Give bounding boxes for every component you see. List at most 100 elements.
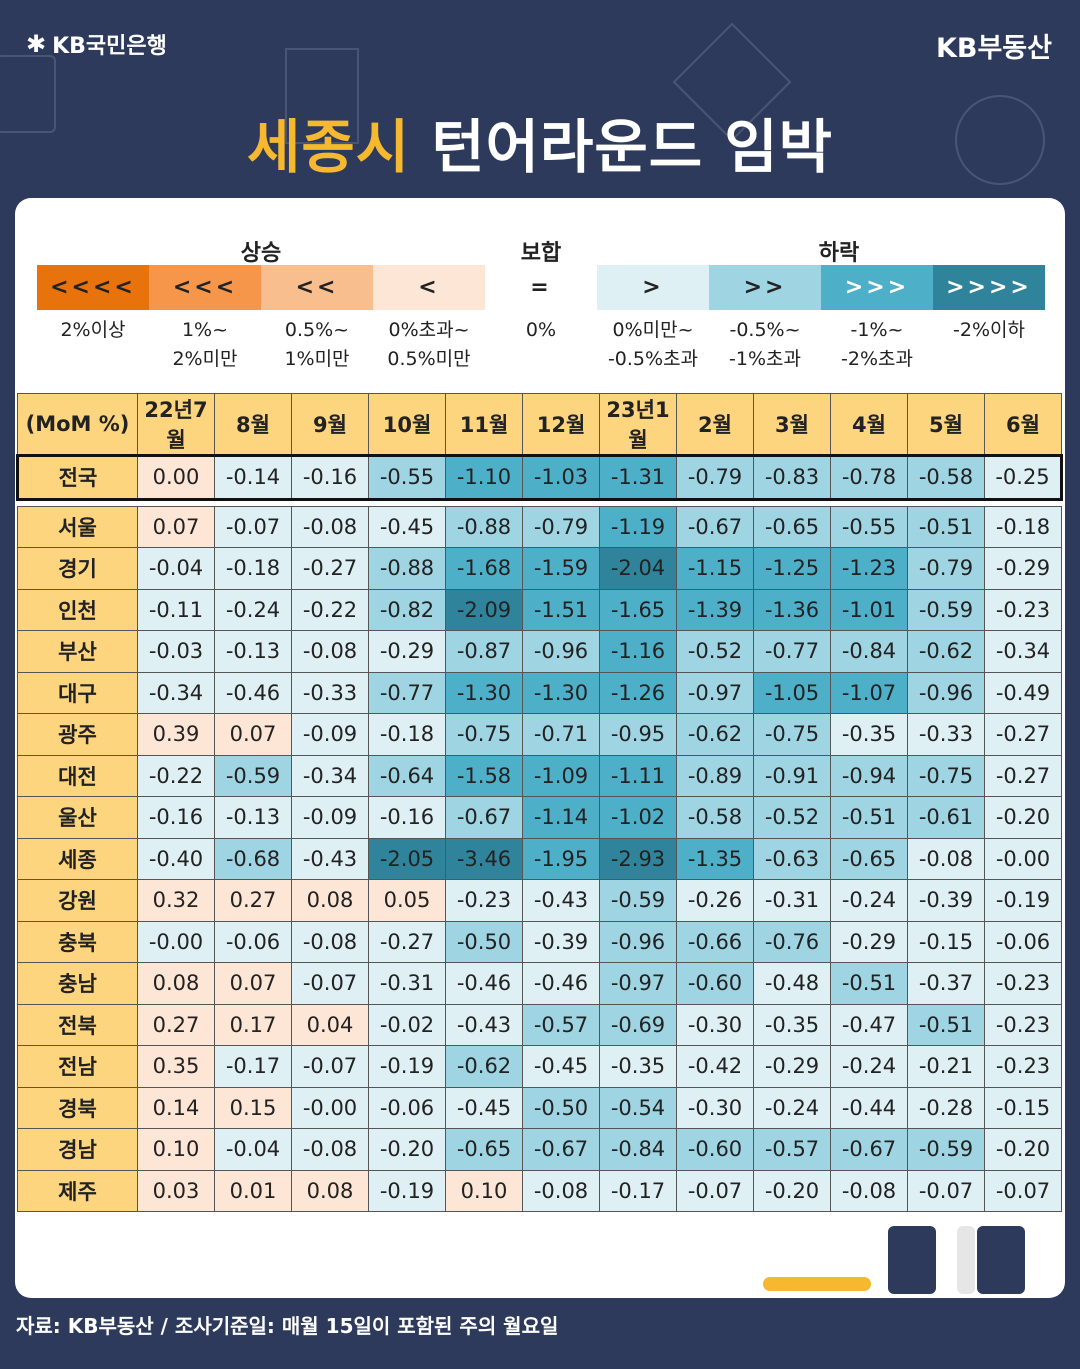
region-label: 경기	[17, 547, 138, 590]
value-cell: -0.91	[753, 754, 831, 797]
value-cell: -1.02	[599, 796, 677, 839]
value-cell: -0.62	[445, 1045, 523, 1088]
value-cell: -0.00	[984, 837, 1062, 880]
value-cell: -0.84	[599, 1128, 677, 1171]
column-header: 8월	[214, 393, 292, 456]
value-cell: -0.16	[137, 796, 215, 839]
value-cell: -0.44	[830, 1086, 908, 1129]
legend-group-fall: 하락	[818, 241, 860, 266]
table-header-row: (MoM %) 22년7월 8월 9월 10월 11월 12월 23년1월 2월 3월 4월 5월 6월	[17, 393, 1062, 456]
value-cell: -0.42	[676, 1045, 754, 1088]
table-row: 전북 0.27 0.17 0.04 -0.02 -0.43 -0.57 -0.69 -0.30-…	[17, 1003, 1062, 1046]
value-cell: -0.16	[291, 454, 369, 501]
value-cell: -0.39	[522, 920, 600, 963]
value-cell: -0.58	[676, 796, 754, 839]
value-cell: -0.17	[214, 1045, 292, 1088]
table-row: 경남 0.10 -0.04 -0.08 -0.20 -0.65 -0.67 -0.84 -0.6…	[17, 1128, 1062, 1171]
value-cell: -0.20	[753, 1169, 831, 1212]
value-cell: -0.79	[522, 505, 600, 548]
value-cell: -0.06	[368, 1086, 446, 1129]
value-cell: -0.04	[214, 1128, 292, 1171]
value-cell: -0.51	[907, 1003, 985, 1046]
brand-label: KB부동산	[935, 33, 1052, 64]
value-cell: -0.23	[445, 879, 523, 922]
value-cell: -1.23	[830, 547, 908, 590]
value-cell: -0.79	[676, 454, 754, 501]
legend-caption: -2%이하	[953, 319, 1025, 341]
value-cell: -0.45	[368, 505, 446, 548]
value-cell: -0.08	[291, 505, 369, 548]
value-cell: -0.97	[676, 671, 754, 714]
column-header: 12월	[522, 393, 600, 456]
value-cell: -1.30	[522, 671, 600, 714]
value-cell: -0.71	[522, 713, 600, 756]
value-cell: -0.25	[984, 454, 1063, 501]
value-cell: -0.39	[907, 879, 985, 922]
value-cell: -1.35	[676, 837, 754, 880]
value-cell: -0.83	[753, 454, 831, 501]
value-cell: -0.16	[368, 796, 446, 839]
table-corner-label: (MoM %)	[17, 393, 138, 456]
value-cell: -0.17	[599, 1169, 677, 1212]
value-cell: -0.89	[676, 754, 754, 797]
value-cell: -0.69	[599, 1003, 677, 1046]
value-cell: -0.55	[368, 454, 446, 501]
value-cell: -0.79	[907, 547, 985, 590]
region-label: 경북	[17, 1086, 138, 1129]
value-cell: -0.65	[753, 505, 831, 548]
legend-caption: 0%	[525, 319, 557, 341]
value-cell: -0.29	[753, 1045, 831, 1088]
column-header: 5월	[907, 393, 985, 456]
legend-caption: -1%~ -2%초과	[841, 319, 913, 370]
navy-block-left	[888, 1226, 936, 1294]
value-cell: -0.77	[368, 671, 446, 714]
value-cell: -1.51	[522, 588, 600, 631]
value-cell: -0.24	[753, 1086, 831, 1129]
value-cell: -1.26	[599, 671, 677, 714]
value-cell: -0.62	[676, 713, 754, 756]
mom-change-table: (MoM %) 22년7월 8월 9월 10월 11월 12월 23년1월 2월 3월 4월 5월 6월…	[16, 393, 1063, 1212]
value-cell: -0.31	[368, 962, 446, 1005]
value-cell: -0.60	[676, 1128, 754, 1171]
value-cell: -1.09	[522, 754, 600, 797]
value-cell: -0.03	[137, 630, 215, 673]
value-cell: -0.46	[214, 671, 292, 714]
value-cell: -1.58	[445, 754, 523, 797]
value-cell: -0.59	[907, 588, 985, 631]
value-cell: 0.05	[368, 879, 446, 922]
value-cell: -0.88	[445, 505, 523, 548]
value-cell: -1.59	[522, 547, 600, 590]
value-cell: -1.16	[599, 630, 677, 673]
value-cell: 0.07	[214, 962, 292, 1005]
table-row: 대구 -0.34 -0.46 -0.33 -0.77 -1.30 -1.30 -1.26 -0.…	[17, 671, 1062, 714]
value-cell: -0.67	[522, 1128, 600, 1171]
region-label: 인천	[17, 588, 138, 631]
value-cell: -0.15	[984, 1086, 1062, 1129]
value-cell: -0.19	[368, 1045, 446, 1088]
value-cell: -0.04	[137, 547, 215, 590]
value-cell: -1.31	[599, 454, 677, 501]
value-cell: -0.43	[291, 837, 369, 880]
value-cell: -1.10	[445, 454, 523, 501]
legend-caption: 2%이상	[60, 319, 126, 341]
value-cell: -0.27	[368, 920, 446, 963]
value-cell: -1.65	[599, 588, 677, 631]
value-cell: -0.23	[984, 962, 1062, 1005]
value-cell: 0.15	[214, 1086, 292, 1129]
value-cell: -0.94	[830, 754, 908, 797]
value-cell: -0.35	[753, 1003, 831, 1046]
value-cell: -0.18	[368, 713, 446, 756]
value-cell: -0.43	[445, 1003, 523, 1046]
value-cell: -0.65	[830, 837, 908, 880]
legend-swatch: >>	[709, 265, 821, 310]
value-cell: -1.01	[830, 588, 908, 631]
value-cell: -1.19	[599, 505, 677, 548]
value-cell: -0.37	[907, 962, 985, 1005]
table-row: 경기 -0.04 -0.18 -0.27 -0.88 -1.68 -1.59 -2.04 -1.…	[17, 547, 1062, 590]
value-cell: -0.13	[214, 630, 292, 673]
building-icon	[285, 48, 359, 144]
legend-caption: 0.5%~ 1%미만	[284, 319, 350, 370]
value-cell: -0.96	[907, 671, 985, 714]
value-cell: -0.59	[214, 754, 292, 797]
value-cell: -0.52	[753, 796, 831, 839]
